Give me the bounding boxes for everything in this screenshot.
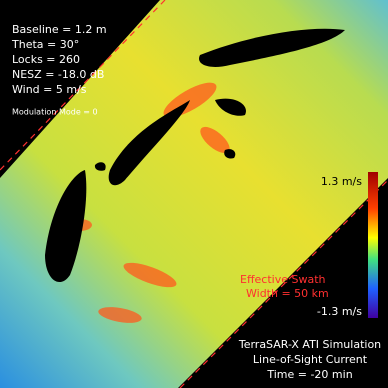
- caption: Time = -20 min: [266, 368, 352, 381]
- caption: Line-of-Sight Current: [253, 353, 368, 366]
- parameter: Modulation Mode = 0: [12, 108, 98, 117]
- sar-image: Baseline = 1.2 m Theta = 30° Locks = 260…: [0, 0, 388, 388]
- swath-annotation: Effective Swath: [240, 273, 326, 286]
- colorbar-label: -1.3 m/s: [317, 305, 362, 318]
- parameter: Wind = 5 m/s: [12, 83, 87, 96]
- swath-annotation: Width = 50 km: [246, 287, 329, 300]
- colorbar: [368, 172, 378, 318]
- colorbar-label: 1.3 m/s: [321, 175, 362, 188]
- parameter: Locks = 260: [12, 53, 80, 66]
- parameter: NESZ = -18.0 dB: [12, 68, 104, 81]
- parameter: Theta = 30°: [11, 38, 79, 51]
- caption: TerraSAR-X ATI Simulation: [238, 338, 381, 351]
- parameter: Baseline = 1.2 m: [12, 23, 107, 36]
